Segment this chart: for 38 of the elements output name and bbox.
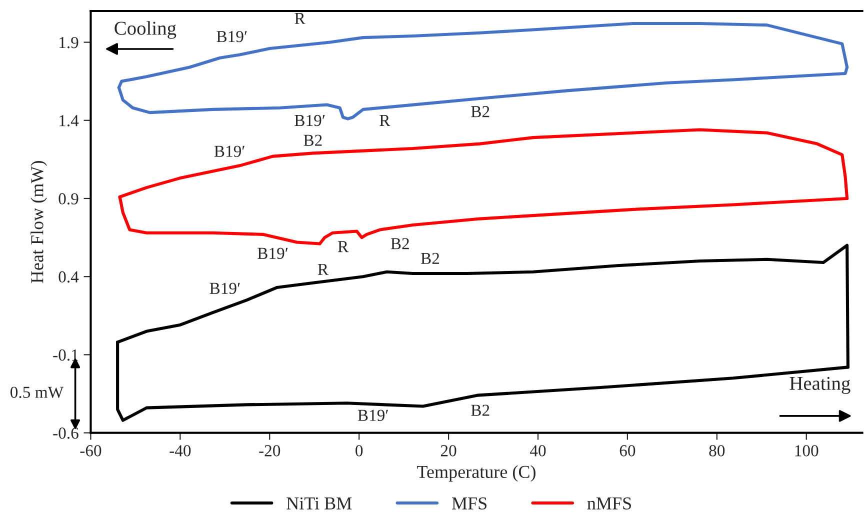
y-tick-label: -0.6 [53,428,78,439]
x-tick-label: -40 [170,445,191,456]
annotation: R [294,12,306,24]
legend-label: MFS [452,497,486,510]
x-axis-title: Temperature (C) [417,465,536,482]
annotation: R [380,115,390,126]
legend-label: nMFS [587,497,631,510]
annotation: B19′ [258,248,288,259]
annotation: R [318,264,328,275]
annotation: B2 [304,134,322,146]
annotation: B19′ [210,282,240,294]
y-tick-label: 1.4 [60,115,79,126]
text: 0.5 mW [10,386,64,398]
annotation: B19′ [358,410,388,421]
x-tick-label: 40 [530,445,546,456]
annotation: B2 [471,404,490,416]
y-tick-label: 0.9 [58,193,78,204]
annotation: B2 [420,252,440,264]
x-tick-label: 100 [795,445,818,456]
x-tick-label: -60 [80,445,102,456]
x-tick-label: 20 [440,445,456,456]
y-tick-label: 1.9 [60,36,78,48]
y-tick-label: 0.4 [58,271,79,283]
legend-label: NiTi BM [286,497,352,510]
annotation: B19′ [214,146,244,157]
x-tick-label: 0 [356,445,363,456]
y-tick-label: -0.1 [53,349,78,361]
annotation: R [338,241,349,252]
x-tick-label: -20 [259,445,280,456]
annotation: B2 [471,106,490,118]
y-axis-title: Heat Flow (mW) [30,161,47,284]
annotation: Cooling [114,21,176,39]
annotation: Heating [790,376,850,394]
annotation: B19′ [294,114,325,126]
x-tick-label: 60 [620,445,636,456]
annotation: B19′ [216,30,247,42]
annotation: B2 [390,238,409,250]
x-tick-label: 80 [709,445,725,456]
